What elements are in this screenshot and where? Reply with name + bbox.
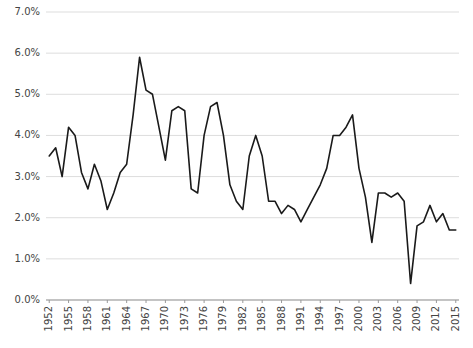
y-tick-labels: 0.0% 1.0% 2.0% 3.0% 4.0% 5.0% 6.0% 7.0% [15, 6, 40, 305]
x-tick-label: 1961 [101, 306, 112, 331]
x-tick [87, 300, 88, 303]
x-tick-label: 1967 [140, 306, 151, 331]
x-tick-label: 1952 [43, 306, 54, 331]
grid-line [46, 258, 459, 259]
grid-line [46, 12, 459, 13]
x-tick [242, 300, 243, 303]
x-tick [339, 300, 340, 303]
grid-line [46, 135, 459, 136]
x-tick [146, 300, 147, 303]
x-tick-label: 2015 [450, 306, 461, 331]
x-tick-label: 1994 [314, 306, 325, 331]
grid-line [46, 176, 459, 177]
y-tick-label: 3.0% [15, 171, 40, 182]
x-tick-label: 2009 [411, 306, 422, 331]
x-tick-label: 1985 [256, 306, 267, 331]
y-tick-label: 6.0% [15, 47, 40, 58]
x-tick [436, 300, 437, 303]
chart: 0.0% 1.0% 2.0% 3.0% 4.0% 5.0% 6.0% 7.0% 1952 1955… [0, 0, 473, 348]
x-tick [107, 300, 108, 303]
grid-line [46, 94, 459, 95]
x-tick-label: 1964 [121, 306, 132, 331]
x-tick-label: 1988 [276, 306, 287, 331]
x-axis-line [46, 300, 459, 301]
grid-line [46, 300, 459, 301]
x-tick [165, 300, 166, 303]
x-tick-label: 2003 [372, 306, 383, 331]
x-tick [49, 300, 50, 303]
y-grid [46, 12, 459, 300]
x-tick-label: 1973 [179, 306, 190, 331]
y-tick-label: 4.0% [15, 129, 40, 140]
data-line [49, 57, 456, 283]
x-tick [184, 300, 185, 303]
x-tick-label: 1976 [198, 306, 209, 331]
x-ticks: 1952 1955 1958 1961 1964 1967 1970 1973 1976 1979… [43, 300, 461, 331]
x-tick [417, 300, 418, 303]
x-tick-label: 1982 [237, 306, 248, 331]
x-tick [281, 300, 282, 303]
x-tick [320, 300, 321, 303]
x-tick [397, 300, 398, 303]
x-tick-label: 1970 [159, 306, 170, 331]
y-tick-label: 2.0% [15, 212, 40, 223]
y-tick-label: 0.0% [15, 294, 40, 305]
y-tick-label: 7.0% [15, 6, 40, 17]
x-tick-label: 1958 [82, 306, 93, 331]
x-tick [358, 300, 359, 303]
x-tick-label: 1991 [295, 306, 306, 331]
y-tick-label: 5.0% [15, 88, 40, 99]
x-tick-label: 2012 [430, 306, 441, 331]
x-tick-label: 2006 [392, 306, 403, 331]
grid-line [46, 217, 459, 218]
x-tick [68, 300, 69, 303]
x-tick [455, 300, 456, 303]
x-tick [300, 300, 301, 303]
plot-area [49, 57, 456, 283]
x-tick [223, 300, 224, 303]
x-tick-label: 1997 [334, 306, 345, 331]
grid-line [46, 53, 459, 54]
y-tick-label: 1.0% [15, 253, 40, 264]
x-tick-label: 1955 [63, 306, 74, 331]
x-tick [262, 300, 263, 303]
x-tick [126, 300, 127, 303]
x-tick [204, 300, 205, 303]
x-tick [378, 300, 379, 303]
x-tick-label: 1979 [217, 306, 228, 331]
x-tick-label: 2000 [353, 306, 364, 331]
